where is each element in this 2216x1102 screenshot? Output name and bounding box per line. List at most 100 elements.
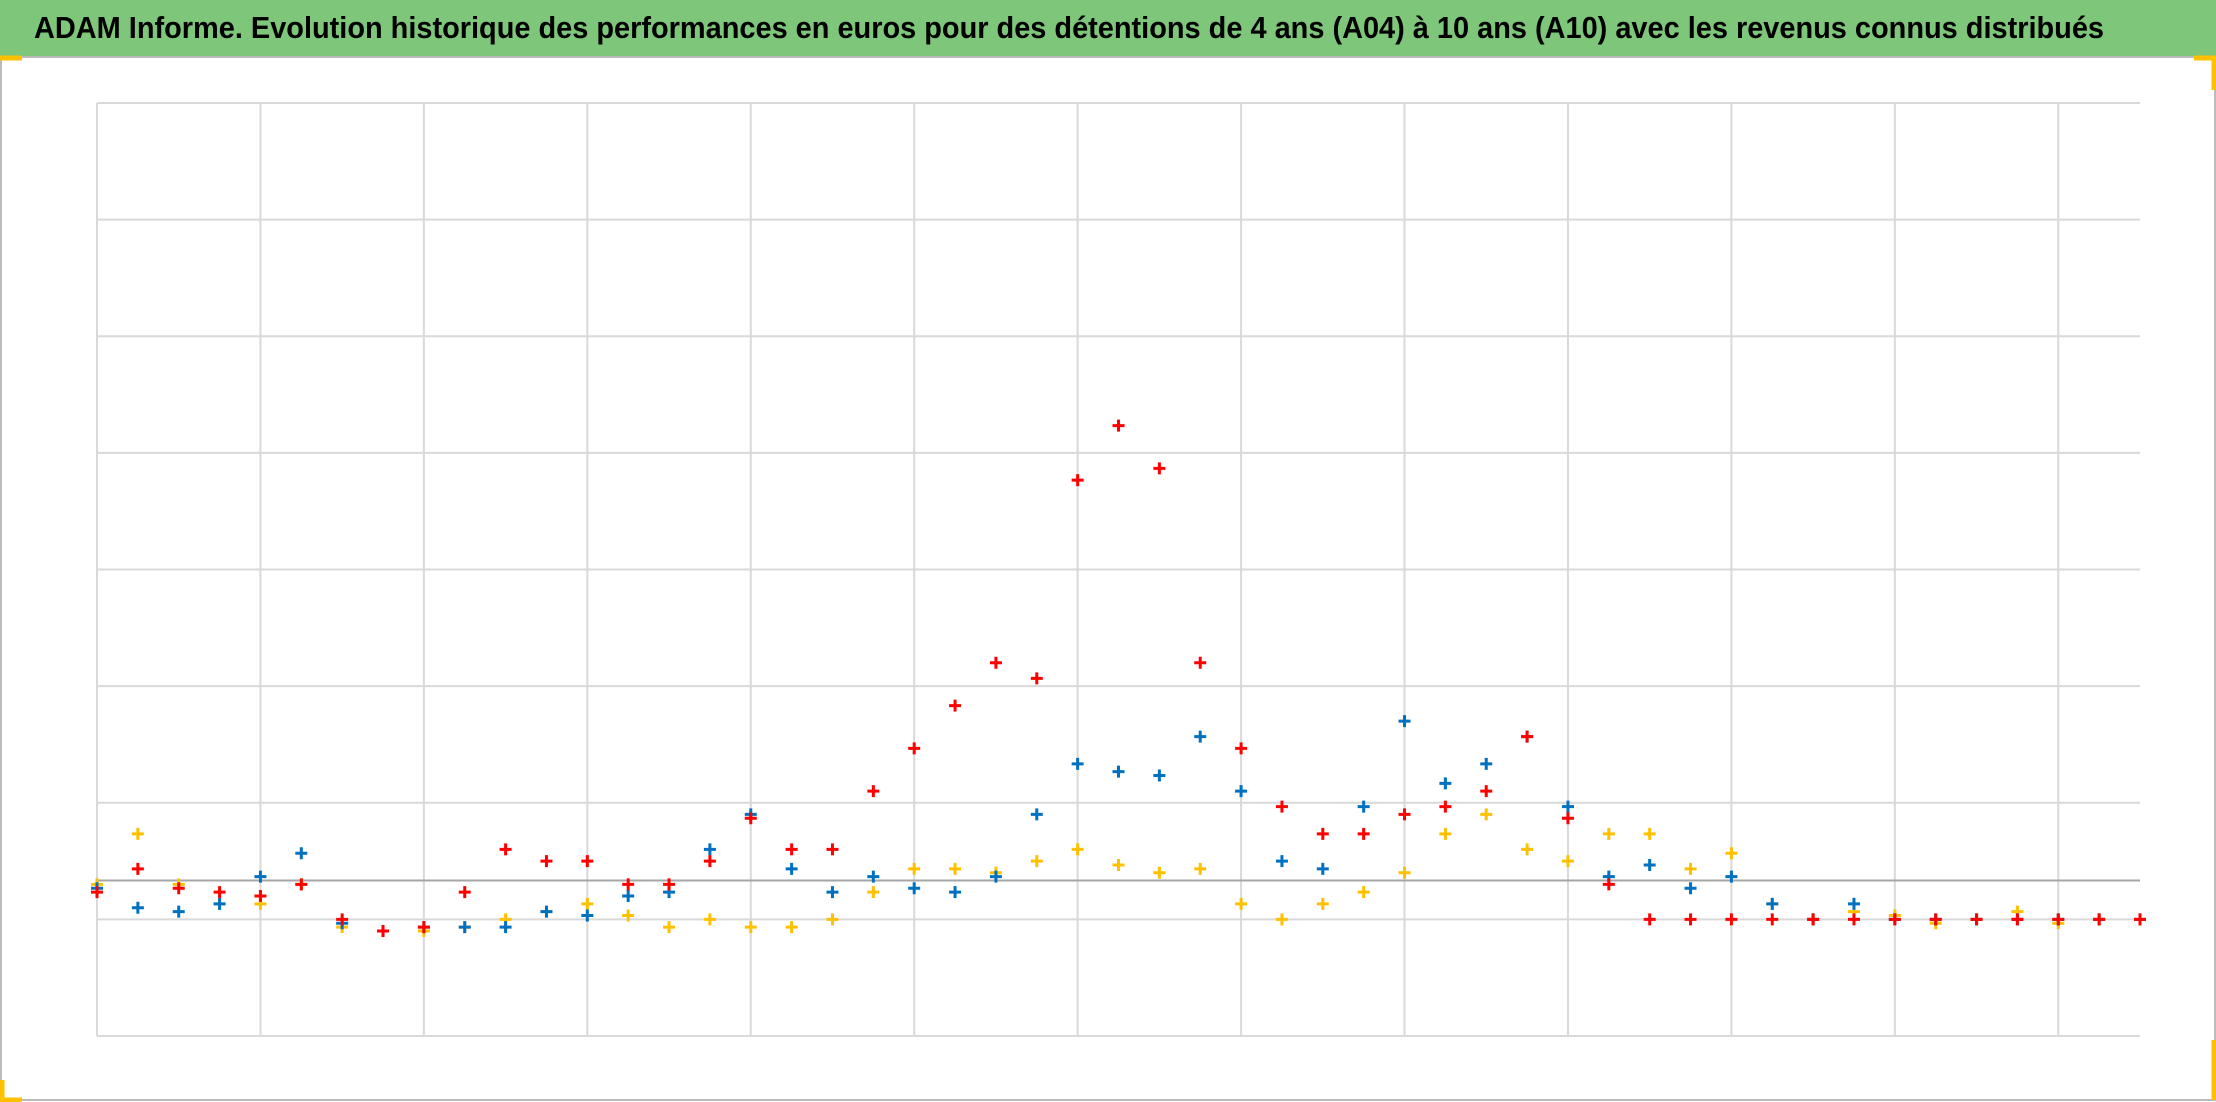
point — [663, 921, 676, 934]
point — [826, 843, 839, 856]
point — [703, 855, 716, 868]
point — [867, 870, 880, 883]
point — [1684, 882, 1697, 895]
point — [1725, 847, 1738, 860]
point — [1725, 913, 1738, 926]
point — [1030, 672, 1043, 685]
point — [1357, 827, 1370, 840]
point — [1766, 913, 1779, 926]
point — [499, 843, 512, 856]
point — [949, 862, 962, 875]
point — [1275, 800, 1288, 813]
point — [172, 882, 185, 895]
chart-title: ADAM Informe. Evolution historique des p… — [34, 10, 2104, 45]
point — [1357, 886, 1370, 899]
point — [1071, 474, 1084, 487]
point — [908, 862, 921, 875]
point — [1643, 913, 1656, 926]
point — [458, 886, 471, 899]
point — [1235, 785, 1248, 798]
point — [663, 878, 676, 891]
point — [499, 921, 512, 934]
point — [1398, 866, 1411, 879]
point — [172, 905, 185, 918]
point — [1970, 913, 1983, 926]
point — [1112, 858, 1125, 871]
point — [1684, 913, 1697, 926]
point — [2134, 913, 2146, 926]
point — [867, 886, 880, 899]
point — [295, 847, 308, 860]
point — [622, 909, 635, 922]
point — [1521, 730, 1534, 743]
point — [1643, 858, 1656, 871]
point — [1153, 462, 1166, 475]
point — [377, 925, 390, 938]
point — [785, 843, 798, 856]
point — [867, 785, 880, 798]
point — [581, 897, 594, 910]
point — [213, 897, 226, 910]
point — [1071, 843, 1084, 856]
point — [1112, 419, 1125, 432]
point — [1030, 855, 1043, 868]
point — [1316, 897, 1329, 910]
point — [1439, 827, 1452, 840]
point — [2093, 913, 2106, 926]
point — [417, 921, 430, 934]
point — [1194, 656, 1207, 669]
point — [2052, 913, 2065, 926]
point — [1194, 862, 1207, 875]
point — [1684, 862, 1697, 875]
point — [1275, 913, 1288, 926]
point — [1602, 878, 1615, 891]
point — [1643, 827, 1656, 840]
chart-border — [0, 56, 2216, 1101]
point — [581, 909, 594, 922]
point — [1439, 777, 1452, 790]
point — [1316, 827, 1329, 840]
point — [785, 862, 798, 875]
point — [1316, 862, 1329, 875]
point — [295, 878, 308, 891]
point — [1847, 913, 1860, 926]
point — [826, 913, 839, 926]
point — [1398, 808, 1411, 821]
point — [1561, 812, 1574, 825]
point — [1194, 730, 1207, 743]
corner-accents — [0, 55, 2216, 1102]
point — [1112, 765, 1125, 778]
point — [1888, 913, 1901, 926]
point — [254, 890, 267, 903]
point — [908, 742, 921, 755]
point — [908, 882, 921, 895]
point — [131, 901, 144, 914]
point — [1480, 757, 1493, 770]
point — [1807, 913, 1820, 926]
point — [1847, 897, 1860, 910]
point — [1357, 800, 1370, 813]
point — [254, 870, 267, 883]
point — [581, 855, 594, 868]
point — [1235, 897, 1248, 910]
point — [91, 886, 103, 899]
point — [744, 812, 757, 825]
point — [1153, 769, 1166, 782]
point — [1561, 855, 1574, 868]
point — [336, 913, 349, 926]
point — [1439, 800, 1452, 813]
point — [1480, 808, 1493, 821]
point — [744, 921, 757, 934]
point — [1725, 870, 1738, 883]
point — [703, 843, 716, 856]
point — [622, 890, 635, 903]
point — [1235, 742, 1248, 755]
title-bar — [0, 0, 2216, 56]
point — [826, 886, 839, 899]
point — [213, 886, 226, 899]
point — [1275, 855, 1288, 868]
point — [131, 827, 144, 840]
point — [1071, 757, 1084, 770]
point — [1766, 897, 1779, 910]
point — [131, 862, 144, 875]
